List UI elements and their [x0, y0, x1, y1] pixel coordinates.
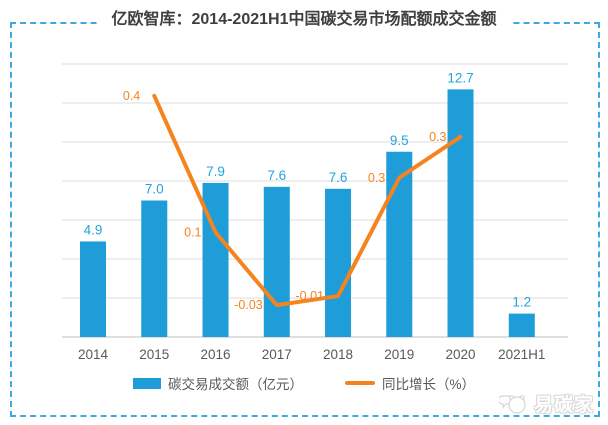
growth-line — [152, 93, 463, 308]
bar-2016 — [202, 182, 229, 337]
bar-value-label-2021H1: 1.2 — [512, 295, 531, 310]
line-value-label-2015: 0.4 — [123, 89, 140, 103]
x-axis-label-2016: 2016 — [201, 347, 231, 362]
x-axis-label-2019: 2019 — [384, 347, 414, 362]
x-axis-label-2018: 2018 — [323, 347, 353, 362]
line-value-label-2020: 0.3 — [429, 130, 446, 144]
x-axis-label-2020: 2020 — [446, 347, 476, 362]
legend-item-line-series: 同比增长（%） — [344, 373, 475, 393]
x-axis-label-2021H1: 2021H1 — [498, 347, 545, 362]
bar-value-label-2017: 7.6 — [267, 168, 286, 183]
bar-2018 — [325, 188, 352, 337]
chart-legend: 碳交易成交额（亿元） 同比增长（%） — [0, 373, 608, 393]
line-series-swatch-icon — [344, 381, 375, 385]
bar-2017 — [263, 186, 290, 337]
line-value-label-2017: -0.03 — [234, 298, 263, 312]
line-value-label-2019: 0.3 — [368, 171, 385, 185]
bar-series-label: 碳交易成交额（亿元） — [167, 377, 303, 392]
x-axis-label-2015: 2015 — [139, 347, 169, 362]
line-series-label: 同比增长（%） — [381, 377, 475, 392]
bar-2014 — [80, 241, 107, 337]
bar-value-label-2020: 12.7 — [447, 70, 473, 85]
panda-chat-logo-icon — [498, 394, 526, 414]
bar-value-label-2019: 9.5 — [390, 133, 409, 148]
bar-2021H1 — [508, 313, 535, 337]
watermark-text: 易碳家 — [533, 395, 594, 416]
bar-value-label-2018: 7.6 — [329, 170, 348, 185]
x-axis-label-2017: 2017 — [262, 347, 292, 362]
bar-series-swatch-icon — [132, 377, 161, 389]
bar-value-label-2016: 7.9 — [206, 164, 225, 179]
legend-item-bar-series: 碳交易成交额（亿元） — [132, 373, 303, 393]
bar-2020 — [447, 89, 474, 337]
bar-value-label-2014: 4.9 — [84, 222, 103, 237]
bar-2019 — [386, 151, 413, 337]
x-axis-label-2014: 2014 — [78, 347, 109, 362]
bar-value-label-2015: 7.0 — [145, 182, 164, 197]
line-value-label-2018: -0.01 — [296, 289, 325, 303]
line-value-label-2016: 0.1 — [184, 225, 201, 239]
watermark: 易碳家 — [498, 390, 594, 417]
bar-2015 — [141, 200, 168, 337]
